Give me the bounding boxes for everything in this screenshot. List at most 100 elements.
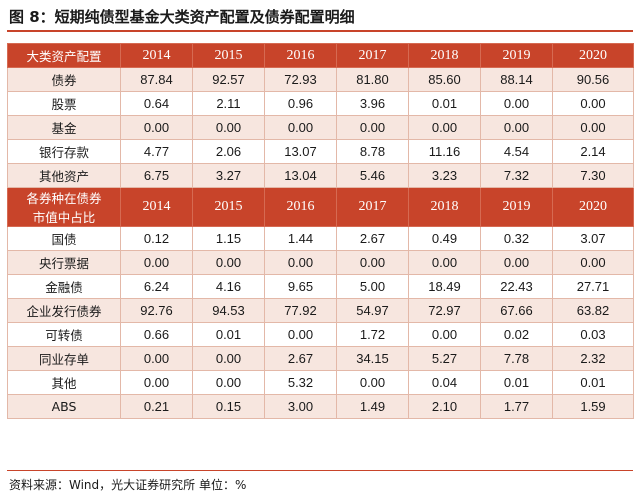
value-cell: 1.15	[192, 226, 265, 251]
section-header-label: 大类资产配置	[7, 43, 121, 68]
value-cell: 0.00	[264, 322, 337, 347]
value-cell: 0.02	[480, 322, 553, 347]
value-cell: 54.97	[336, 298, 409, 323]
value-cell: 81.80	[336, 67, 409, 92]
value-cell: 0.00	[336, 115, 409, 140]
value-cell: 0.00	[120, 370, 193, 395]
value-cell: 0.04	[408, 370, 481, 395]
value-cell: 0.32	[480, 226, 553, 251]
value-cell: 7.30	[552, 163, 634, 188]
value-cell: 0.64	[120, 91, 193, 116]
section-header-label: 各券种在债券 市值中占比	[7, 187, 121, 227]
value-cell: 0.21	[120, 394, 193, 419]
value-cell: 63.82	[552, 298, 634, 323]
row-label: 债券	[7, 67, 121, 92]
header-row: 各券种在债券 市值中占比 2014 2015 2016 2017 2018 2019 2020	[7, 187, 634, 227]
value-cell: 2.06	[192, 139, 265, 164]
value-cell: 0.00	[480, 91, 553, 116]
value-cell: 3.23	[408, 163, 481, 188]
value-cell: 2.14	[552, 139, 634, 164]
value-cell: 1.72	[336, 322, 409, 347]
value-cell: 72.93	[264, 67, 337, 92]
value-cell: 0.96	[264, 91, 337, 116]
value-cell: 6.24	[120, 274, 193, 299]
value-cell: 6.75	[120, 163, 193, 188]
value-cell: 3.07	[552, 226, 634, 251]
value-cell: 0.00	[264, 250, 337, 275]
value-cell: 72.97	[408, 298, 481, 323]
title-rule	[7, 30, 633, 32]
source-note: 资料来源：Wind，光大证券研究所 单位：%	[9, 478, 247, 492]
value-cell: 8.78	[336, 139, 409, 164]
value-cell: 4.16	[192, 274, 265, 299]
value-cell: 0.00	[408, 322, 481, 347]
value-cell: 0.00	[192, 250, 265, 275]
value-cell: 5.00	[336, 274, 409, 299]
value-cell: 0.49	[408, 226, 481, 251]
table-row: 其他 0.00 0.00 5.32 0.00 0.04 0.01 0.01	[7, 370, 634, 395]
value-cell: 0.15	[192, 394, 265, 419]
value-cell: 0.00	[552, 250, 634, 275]
footer-rule	[7, 470, 633, 471]
value-cell: 0.01	[480, 370, 553, 395]
table-row: 同业存单 0.00 0.00 2.67 34.15 5.27 7.78 2.32	[7, 346, 634, 371]
value-cell: 0.00	[264, 115, 337, 140]
value-cell: 2.67	[264, 346, 337, 371]
year-header: 2018	[408, 187, 481, 227]
value-cell: 1.44	[264, 226, 337, 251]
value-cell: 0.00	[192, 370, 265, 395]
value-cell: 0.00	[120, 115, 193, 140]
year-header: 2020	[552, 187, 634, 227]
value-cell: 87.84	[120, 67, 193, 92]
value-cell: 0.00	[552, 91, 634, 116]
value-cell: 0.00	[192, 115, 265, 140]
value-cell: 0.00	[192, 346, 265, 371]
year-header: 2014	[120, 43, 193, 68]
value-cell: 0.00	[408, 250, 481, 275]
value-cell: 0.00	[120, 346, 193, 371]
value-cell: 22.43	[480, 274, 553, 299]
year-header: 2019	[480, 43, 553, 68]
value-cell: 2.11	[192, 91, 265, 116]
value-cell: 4.77	[120, 139, 193, 164]
row-label: 其他资产	[7, 163, 121, 188]
year-header: 2018	[408, 43, 481, 68]
table-row: 金融债 6.24 4.16 9.65 5.00 18.49 22.43 27.71	[7, 274, 634, 299]
year-header: 2014	[120, 187, 193, 227]
value-cell: 0.00	[480, 115, 553, 140]
value-cell: 90.56	[552, 67, 634, 92]
section-header-text: 市值中占比	[32, 210, 96, 225]
value-cell: 94.53	[192, 298, 265, 323]
row-label: 同业存单	[7, 346, 121, 371]
value-cell: 92.57	[192, 67, 265, 92]
value-cell: 92.76	[120, 298, 193, 323]
value-cell: 34.15	[336, 346, 409, 371]
year-header: 2017	[336, 187, 409, 227]
value-cell: 11.16	[408, 139, 481, 164]
allocation-table: 大类资产配置 2014 2015 2016 2017 2018 2019 2020 债券 87.8…	[7, 43, 634, 419]
table-row: 银行存款 4.77 2.06 13.07 8.78 11.16 4.54 2.14	[7, 139, 634, 164]
row-label: 基金	[7, 115, 121, 140]
table-row: 可转债 0.66 0.01 0.00 1.72 0.00 0.02 0.03	[7, 322, 634, 347]
value-cell: 0.12	[120, 226, 193, 251]
value-cell: 27.71	[552, 274, 634, 299]
value-cell: 5.27	[408, 346, 481, 371]
value-cell: 1.49	[336, 394, 409, 419]
value-cell: 0.66	[120, 322, 193, 347]
value-cell: 0.01	[408, 91, 481, 116]
table-row: 债券 87.84 92.57 72.93 81.80 85.60 88.14 90.56	[7, 67, 634, 92]
table-row: 基金 0.00 0.00 0.00 0.00 0.00 0.00 0.00	[7, 115, 634, 140]
value-cell: 5.32	[264, 370, 337, 395]
value-cell: 0.00	[336, 250, 409, 275]
value-cell: 7.32	[480, 163, 553, 188]
value-cell: 13.07	[264, 139, 337, 164]
row-label: 股票	[7, 91, 121, 116]
header-row: 大类资产配置 2014 2015 2016 2017 2018 2019 2020	[7, 43, 634, 68]
value-cell: 85.60	[408, 67, 481, 92]
row-label: 其他	[7, 370, 121, 395]
value-cell: 0.00	[120, 250, 193, 275]
value-cell: 1.59	[552, 394, 634, 419]
year-header: 2017	[336, 43, 409, 68]
value-cell: 3.96	[336, 91, 409, 116]
table-row: 国债 0.12 1.15 1.44 2.67 0.49 0.32 3.07	[7, 226, 634, 251]
